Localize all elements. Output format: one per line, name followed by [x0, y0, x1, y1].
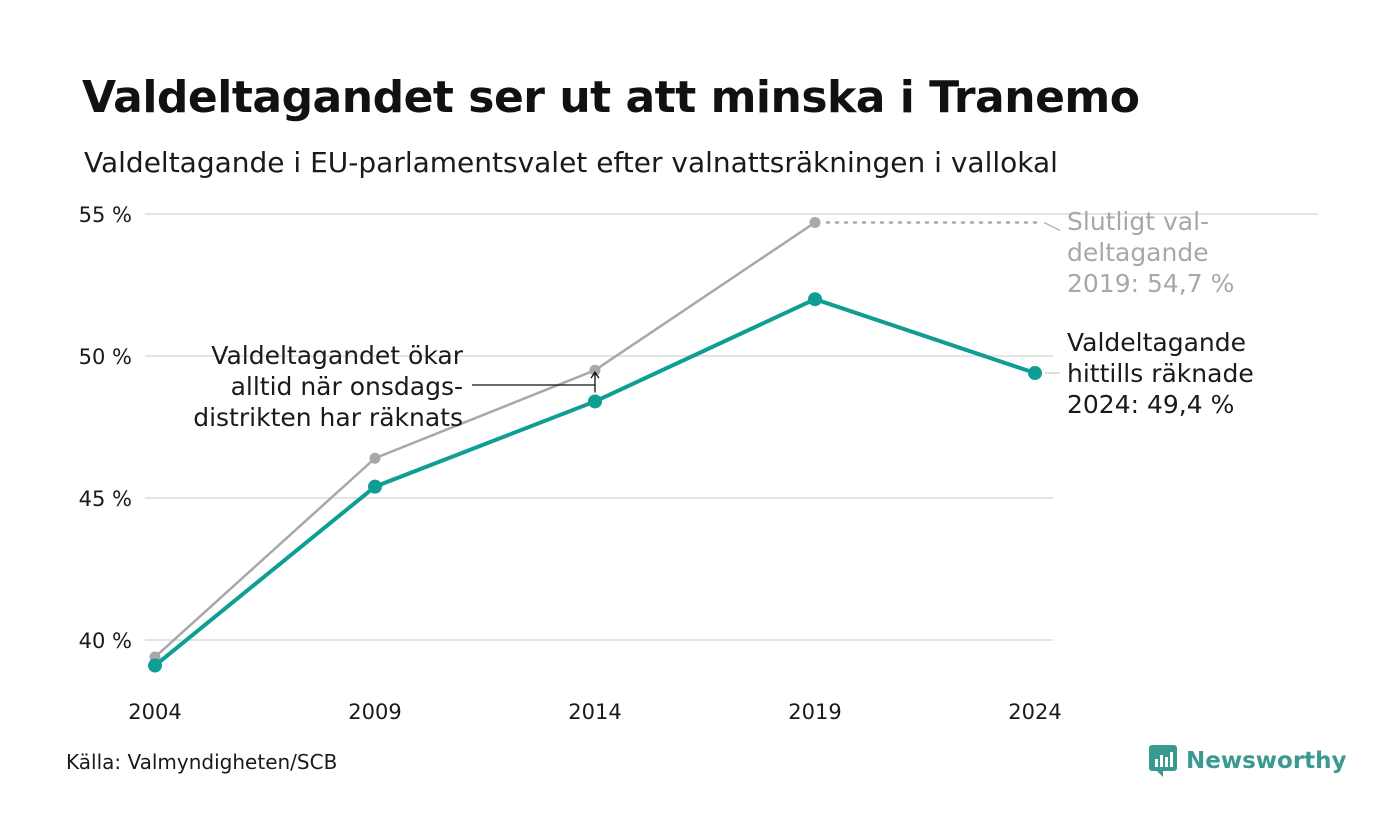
- counted-point: [808, 292, 822, 307]
- final-label-connector: [1043, 221, 1061, 232]
- chart-subtitle: Valdeltagande i EU-parlamentsvalet efter…: [84, 146, 1058, 179]
- final-label-line: 2019: 54,7 %: [1067, 269, 1234, 298]
- y-tick-label: 45 %: [79, 487, 132, 511]
- counted-point: [368, 479, 382, 494]
- x-tick-label: 2014: [568, 700, 621, 724]
- brand-name: Newsworthy: [1186, 748, 1347, 774]
- newsworthy-logo-icon: [1149, 745, 1177, 777]
- note-line: Valdeltagandet ökar: [211, 341, 463, 370]
- final-point: [809, 217, 821, 229]
- x-tick-label: 2004: [128, 700, 181, 724]
- x-tick-label: 2009: [348, 700, 401, 724]
- y-tick-label: 55 %: [79, 203, 132, 227]
- chart-title: Valdeltagandet ser ut att minska i Trane…: [82, 72, 1140, 123]
- source-note: Källa: Valmyndigheten/SCB: [66, 750, 338, 774]
- final-series-line: [154, 221, 816, 658]
- counted-point: [588, 394, 602, 409]
- counted-point: [1028, 366, 1042, 381]
- counted-label-line: hittills räknade: [1067, 359, 1254, 388]
- final-point: [369, 452, 381, 464]
- y-tick-label: 50 %: [79, 345, 132, 369]
- note-arrowhead: [590, 371, 600, 379]
- x-tick-label: 2024: [1008, 700, 1061, 724]
- note-line: distrikten har räknats: [193, 403, 463, 432]
- brand: Newsworthy: [1148, 744, 1347, 778]
- counted-point: [148, 658, 162, 673]
- note-line: alltid när onsdags-: [231, 372, 463, 401]
- y-tick-label: 40 %: [79, 629, 132, 653]
- final-label-line: deltagande: [1067, 238, 1209, 267]
- final-label-line: Slutligt val-: [1067, 207, 1209, 236]
- x-tick-label: 2019: [788, 700, 841, 724]
- counted-label-line: Valdeltagande: [1067, 328, 1246, 357]
- final-point: [589, 364, 601, 376]
- counted-label-line: 2024: 49,4 %: [1067, 390, 1234, 419]
